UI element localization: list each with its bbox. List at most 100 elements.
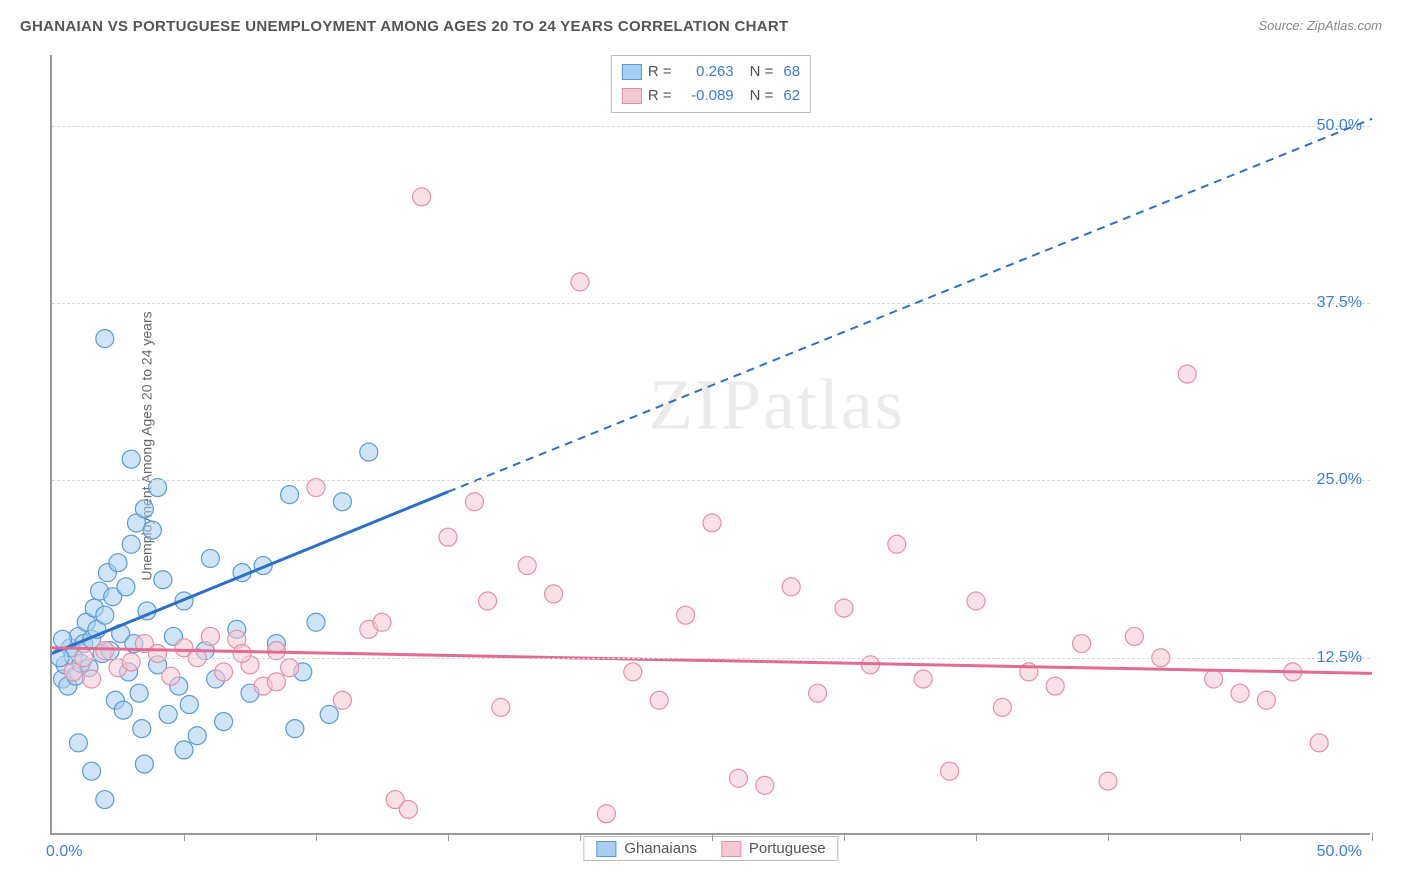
point-ghanaian <box>59 677 77 695</box>
point-ghanaian <box>294 663 312 681</box>
point-ghanaian <box>109 554 127 572</box>
point-ghanaian <box>91 582 109 600</box>
point-portuguese <box>1284 663 1302 681</box>
swatch-series1 <box>622 64 642 80</box>
point-portuguese <box>1310 734 1328 752</box>
stat-r-label: R = <box>648 84 672 108</box>
point-ghanaian <box>85 599 103 617</box>
point-ghanaian <box>96 330 114 348</box>
point-ghanaian <box>80 659 98 677</box>
point-ghanaian <box>135 755 153 773</box>
point-ghanaian <box>61 639 79 657</box>
trendline-series1-dashed <box>448 119 1372 492</box>
point-portuguese <box>967 592 985 610</box>
point-portuguese <box>122 653 140 671</box>
xtick <box>184 833 185 841</box>
point-portuguese <box>729 769 747 787</box>
legend-item-series1: Ghanaians <box>596 840 697 857</box>
point-portuguese <box>228 630 246 648</box>
point-portuguese <box>1125 627 1143 645</box>
point-ghanaian <box>188 727 206 745</box>
point-ghanaian <box>286 720 304 738</box>
point-ghanaian <box>143 521 161 539</box>
point-portuguese <box>492 698 510 716</box>
point-ghanaian <box>69 734 87 752</box>
ytick-label: 12.5% <box>1317 649 1362 667</box>
xtick <box>1108 833 1109 841</box>
point-portuguese <box>703 514 721 532</box>
point-portuguese <box>109 659 127 677</box>
legend-label-series2: Portuguese <box>749 840 826 857</box>
point-ghanaian <box>154 571 172 589</box>
point-portuguese <box>1020 663 1038 681</box>
point-portuguese <box>1178 365 1196 383</box>
point-portuguese <box>333 691 351 709</box>
point-ghanaian <box>122 535 140 553</box>
point-ghanaian <box>64 647 82 665</box>
point-ghanaian <box>133 720 151 738</box>
point-portuguese <box>479 592 497 610</box>
point-ghanaian <box>127 514 145 532</box>
point-portuguese <box>782 578 800 596</box>
point-ghanaian <box>117 578 135 596</box>
point-ghanaian <box>138 602 156 620</box>
point-portuguese <box>254 677 272 695</box>
stats-legend-box: R = 0.263 N = 68 R = -0.089 N = 62 <box>611 55 811 113</box>
point-ghanaian <box>54 670 72 688</box>
point-ghanaian <box>54 630 72 648</box>
point-ghanaian <box>83 630 101 648</box>
point-ghanaian <box>88 620 106 638</box>
gridline <box>52 126 1370 127</box>
point-portuguese <box>1046 677 1064 695</box>
xtick <box>316 833 317 841</box>
legend-item-series2: Portuguese <box>721 840 826 857</box>
point-ghanaian <box>201 549 219 567</box>
point-ghanaian <box>83 762 101 780</box>
point-portuguese <box>439 528 457 546</box>
xtick <box>976 833 977 841</box>
point-ghanaian <box>215 713 233 731</box>
point-portuguese <box>888 535 906 553</box>
point-portuguese <box>399 800 417 818</box>
stats-row-series1: R = 0.263 N = 68 <box>622 60 800 84</box>
point-ghanaian <box>98 564 116 582</box>
point-portuguese <box>360 620 378 638</box>
point-ghanaian <box>67 667 85 685</box>
point-ghanaian <box>130 684 148 702</box>
x-max-label: 50.0% <box>1317 843 1362 861</box>
point-ghanaian <box>120 663 138 681</box>
point-portuguese <box>835 599 853 617</box>
point-portuguese <box>624 663 642 681</box>
legend-label-series1: Ghanaians <box>624 840 697 857</box>
point-portuguese <box>215 663 233 681</box>
xtick <box>580 833 581 841</box>
point-portuguese <box>373 613 391 631</box>
point-ghanaian <box>69 627 87 645</box>
point-ghanaian <box>307 613 325 631</box>
point-portuguese <box>386 791 404 809</box>
point-portuguese <box>175 639 193 657</box>
ytick-label: 25.0% <box>1317 471 1362 489</box>
chart-title: GHANAIAN VS PORTUGUESE UNEMPLOYMENT AMON… <box>20 18 789 35</box>
point-portuguese <box>545 585 563 603</box>
ytick-label: 50.0% <box>1317 117 1362 135</box>
point-ghanaian <box>281 486 299 504</box>
point-ghanaian <box>207 670 225 688</box>
legend-swatch-series1 <box>596 841 616 857</box>
point-portuguese <box>571 273 589 291</box>
point-ghanaian <box>93 644 111 662</box>
trendline-series2 <box>52 648 1372 674</box>
point-ghanaian <box>125 635 143 653</box>
watermark-atlas: atlas <box>763 365 905 445</box>
point-ghanaian <box>164 627 182 645</box>
point-portuguese <box>518 557 536 575</box>
point-portuguese <box>677 606 695 624</box>
stat-n-label: N = <box>750 84 774 108</box>
point-ghanaian <box>96 606 114 624</box>
point-portuguese <box>83 670 101 688</box>
point-ghanaian <box>267 635 285 653</box>
point-ghanaian <box>233 564 251 582</box>
point-portuguese <box>756 776 774 794</box>
stat-r-value-2: -0.089 <box>682 84 734 108</box>
point-ghanaian <box>122 450 140 468</box>
